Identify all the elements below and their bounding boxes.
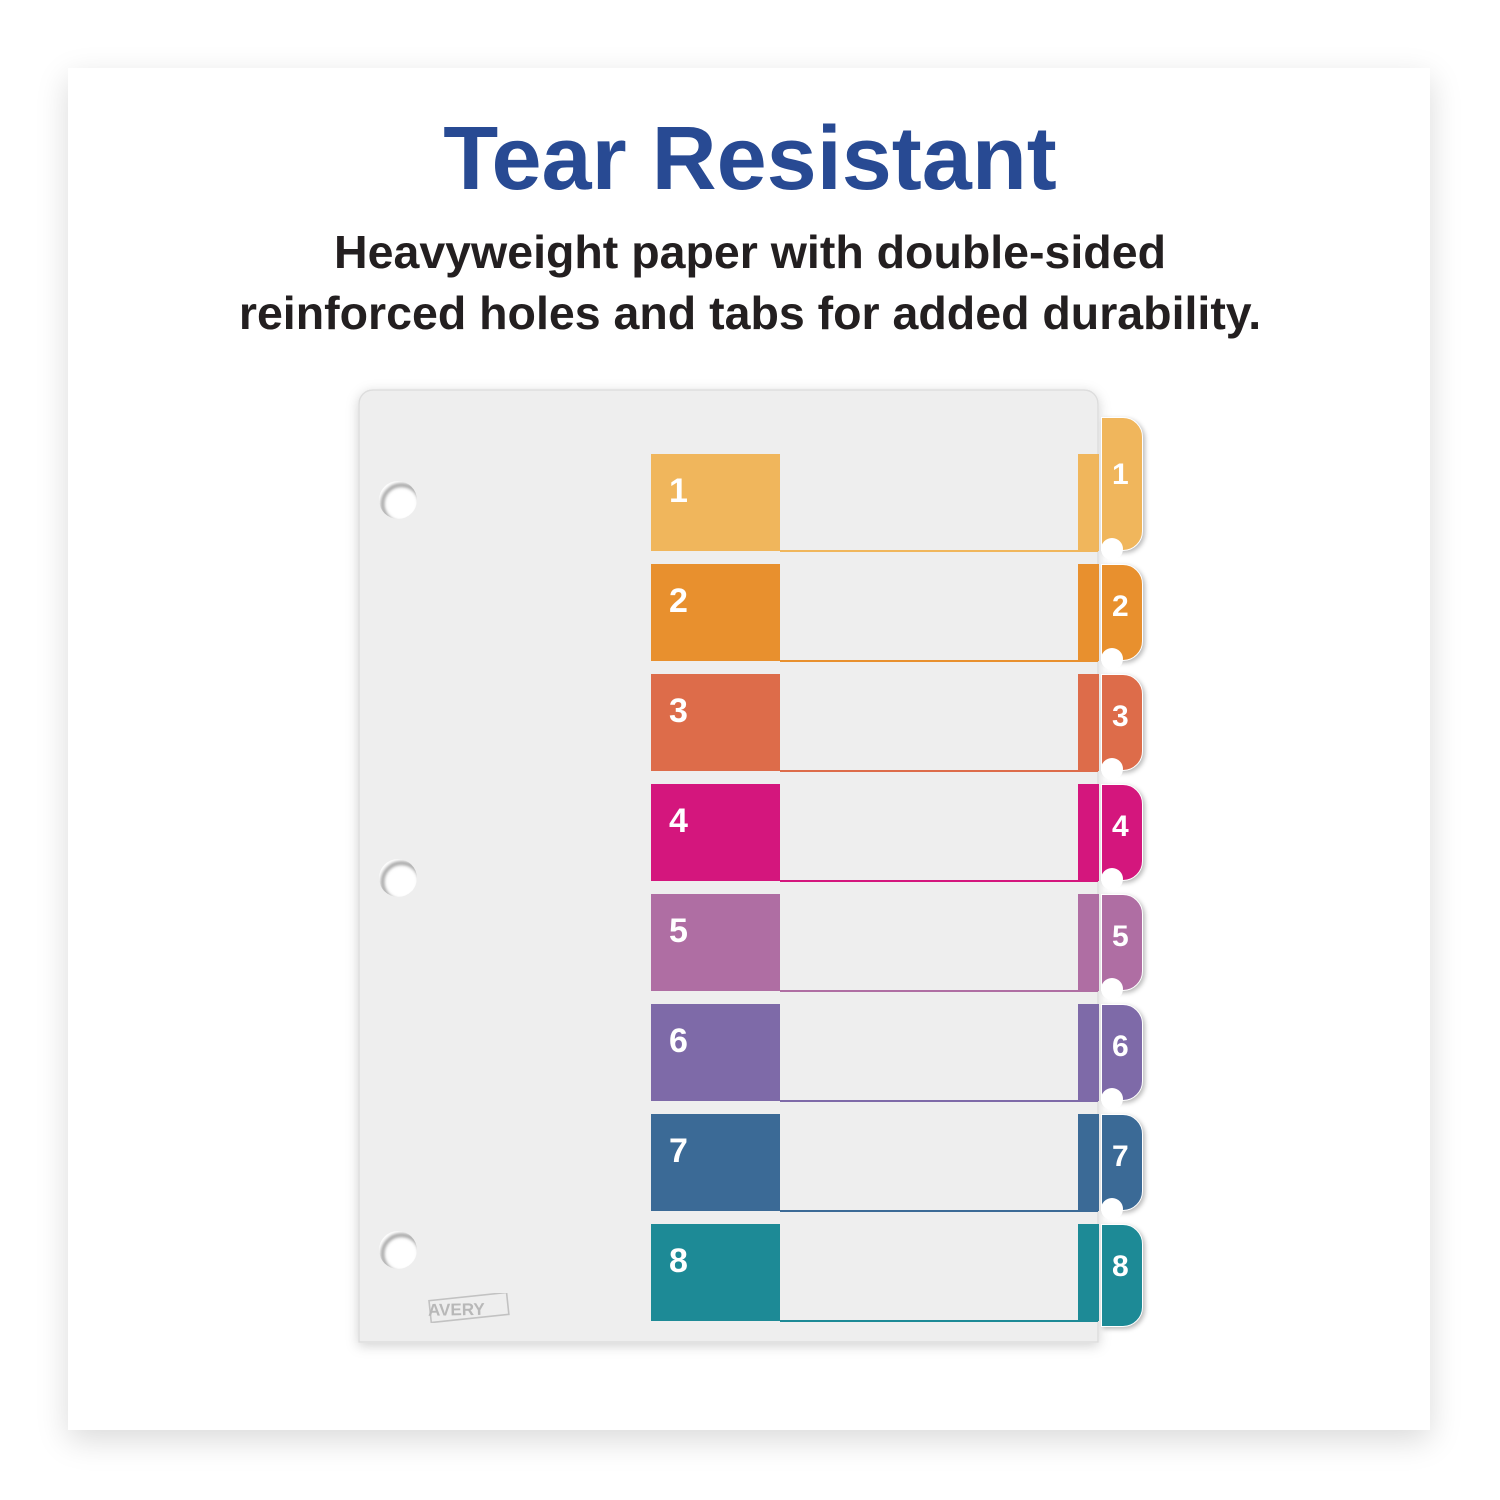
svg-text:AVERY: AVERY xyxy=(428,1300,486,1320)
